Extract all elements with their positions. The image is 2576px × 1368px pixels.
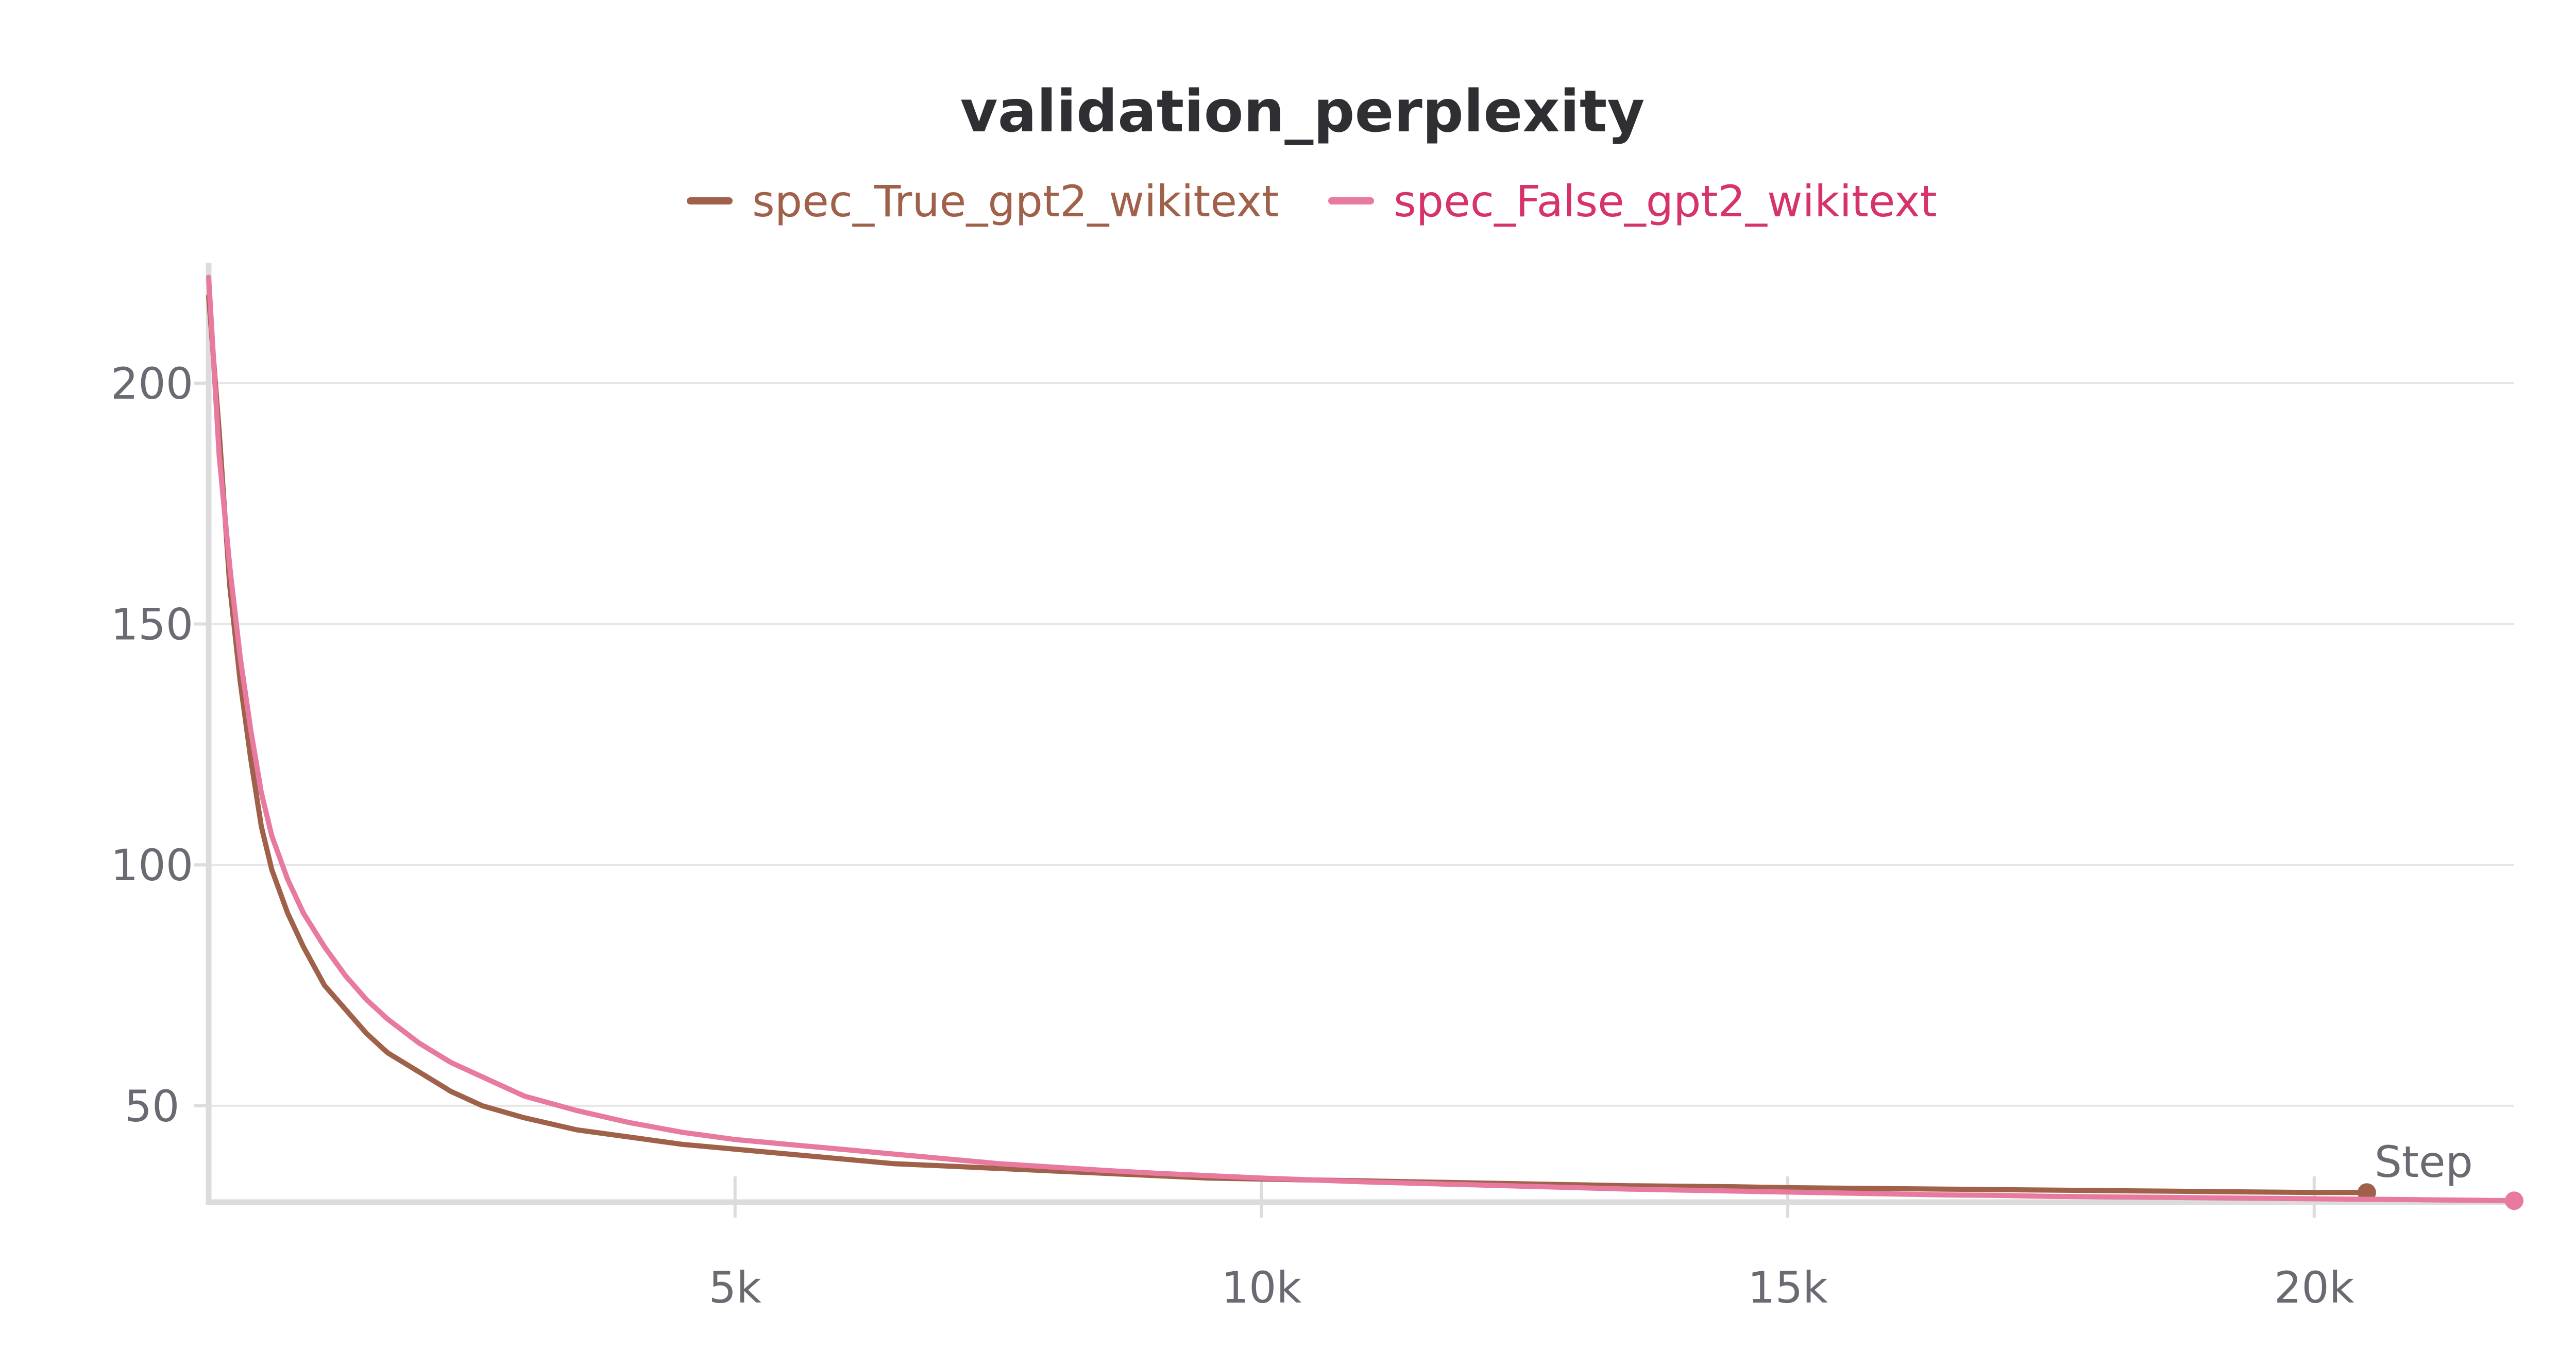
legend: spec_True_gpt2_wikitext spec_False_gpt2_… bbox=[687, 176, 1937, 227]
legend-item-spec-false[interactable]: spec_False_gpt2_wikitext bbox=[1328, 176, 1937, 227]
x-axis-ticks: 5k 10k 15k 20k bbox=[709, 1176, 2354, 1313]
legend-item-spec-true[interactable]: spec_True_gpt2_wikitext bbox=[687, 176, 1279, 227]
series-line-spec_True_gpt2_wikitext bbox=[206, 294, 2369, 1195]
series-end-point-spec_False_gpt2_wikitext[interactable] bbox=[2505, 1191, 2523, 1210]
legend-label-spec-true: spec_True_gpt2_wikitext bbox=[752, 176, 1279, 227]
y-tick-label-200: 200 bbox=[111, 358, 193, 409]
y-axis-ticks: 50 100 150 200 bbox=[111, 358, 209, 1132]
x-tick-label-10k: 10k bbox=[1222, 1262, 1302, 1313]
series-layer bbox=[206, 275, 2523, 1210]
x-tick-label-15k: 15k bbox=[1748, 1262, 1828, 1313]
y-tick-label-150: 150 bbox=[111, 600, 193, 650]
x-axis-label: Step bbox=[2375, 1137, 2473, 1187]
y-tick-label-50: 50 bbox=[125, 1081, 180, 1132]
y-tick-label-100: 100 bbox=[111, 840, 193, 891]
grid bbox=[209, 382, 2514, 1107]
series-line-spec_False_gpt2_wikitext bbox=[206, 275, 2517, 1204]
chart-title: validation_perplexity bbox=[960, 78, 1645, 145]
legend-label-spec-false: spec_False_gpt2_wikitext bbox=[1394, 176, 1937, 227]
x-tick-label-5k: 5k bbox=[709, 1262, 761, 1313]
x-tick-label-20k: 20k bbox=[2274, 1262, 2354, 1313]
